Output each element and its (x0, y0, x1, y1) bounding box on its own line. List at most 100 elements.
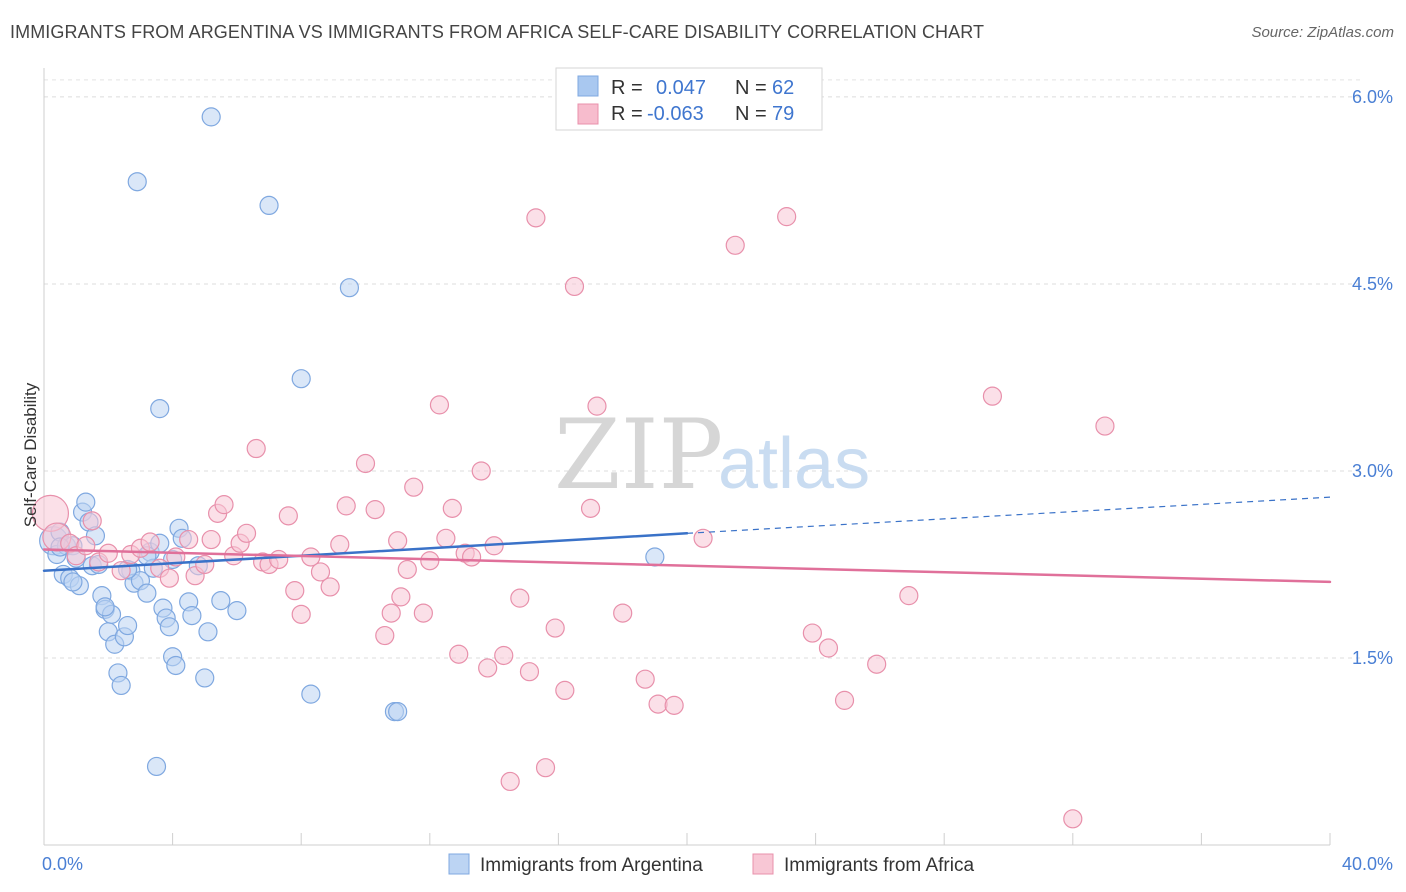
y-axis-label: Self-Care Disability (21, 382, 40, 527)
point-africa-45 (420, 551, 440, 571)
watermark-zip: ZIP (554, 399, 723, 511)
trend-extension-argentina (686, 496, 1331, 534)
point-africa-15 (179, 529, 199, 550)
stats-n-value-argentina: 62 (772, 77, 794, 99)
point-africa-35 (336, 496, 356, 516)
point-argentina-45 (211, 591, 231, 611)
point-africa-4 (76, 536, 96, 556)
point-africa-56 (500, 771, 520, 792)
point-argentina-34 (159, 617, 179, 637)
legend-swatch-africa (752, 853, 774, 875)
trend-line-africa (42, 548, 1332, 584)
point-africa-53 (478, 658, 498, 678)
point-africa-71 (725, 235, 745, 255)
point-africa-48 (442, 498, 462, 518)
point-africa-33 (320, 577, 340, 597)
legend: Immigrants from Argentina Immigrants fro… (448, 853, 974, 876)
chart-title: IMMIGRANTS FROM ARGENTINA VS IMMIGRANTS … (10, 22, 985, 42)
point-africa-43 (404, 477, 424, 497)
point-africa-7 (98, 543, 118, 563)
stats-n-label-africa: N = (735, 103, 767, 125)
point-africa-68 (648, 694, 668, 714)
point-africa-77 (899, 586, 919, 606)
point-argentina-27 (137, 583, 157, 603)
point-africa-18 (201, 529, 221, 550)
point-africa-62 (555, 680, 575, 701)
point-africa-47 (436, 528, 456, 548)
y-tick-label-3: 6.0% (1352, 87, 1393, 107)
legend-label-africa: Immigrants from Africa (784, 855, 974, 876)
watermark: ZIP atlas (554, 399, 870, 511)
stats-box: R = 0.047 N = 62 R = -0.063 N = 79 (555, 67, 823, 131)
point-argentina-46 (227, 601, 247, 621)
stats-r-value-argentina: 0.047 (656, 77, 706, 99)
point-africa-70 (693, 528, 713, 548)
point-africa-49 (449, 644, 469, 664)
point-argentina-50 (339, 278, 360, 298)
stats-swatch-africa (577, 103, 599, 125)
point-africa-72 (777, 207, 797, 227)
point-africa-65 (587, 396, 607, 416)
point-africa-23 (236, 523, 257, 543)
point-argentina-48 (291, 369, 311, 389)
point-africa-76 (867, 654, 887, 674)
point-africa-55 (494, 645, 514, 666)
point-argentina-47 (259, 195, 279, 216)
stats-r-value-africa: -0.063 (647, 103, 704, 125)
point-argentina-20 (111, 675, 131, 696)
y-tick-label-0: 1.5% (1352, 648, 1393, 668)
point-africa-37 (365, 500, 385, 520)
point-argentina-53 (645, 547, 665, 567)
point-africa-46 (429, 395, 450, 415)
watermark-atlas: atlas (718, 424, 870, 504)
point-argentina-57 (95, 597, 115, 617)
y-tick-label-1: 3.0% (1352, 461, 1393, 481)
point-africa-80 (1095, 416, 1115, 436)
x-tick-label-1: 40.0% (1342, 854, 1393, 874)
legend-label-argentina: Immigrants from Argentina (480, 855, 703, 876)
stats-swatch-argentina (577, 75, 599, 97)
point-africa-61 (545, 618, 565, 638)
point-africa-13 (159, 568, 179, 588)
point-africa-34 (330, 534, 350, 555)
point-africa-52 (471, 461, 491, 481)
stats-n-label-argentina: N = (735, 77, 767, 99)
tick-labels: 1.5% 3.0% 4.5% 6.0% 0.0% 40.0% (42, 87, 1393, 874)
point-africa-73 (802, 623, 822, 643)
point-argentina-52 (388, 701, 408, 722)
point-africa-38 (375, 625, 395, 646)
point-africa-79 (1063, 809, 1083, 829)
point-africa-17 (195, 554, 215, 575)
point-argentina-22 (117, 615, 138, 636)
trend-lines (42, 496, 1332, 584)
point-argentina-10 (76, 492, 96, 512)
point-africa-5 (82, 511, 102, 531)
point-africa-41 (391, 587, 411, 607)
point-africa-39 (381, 603, 401, 623)
point-africa-20 (214, 495, 234, 515)
point-africa-42 (397, 559, 417, 580)
point-argentina-40 (182, 605, 202, 626)
point-africa-57 (510, 588, 530, 608)
stats-r-label-argentina: R = (611, 77, 643, 99)
point-argentina-36 (166, 655, 186, 676)
point-africa-66 (613, 603, 633, 623)
point-argentina-49 (301, 684, 321, 704)
point-africa-67 (635, 669, 655, 689)
point-argentina-42 (195, 668, 215, 688)
point-argentina-54 (150, 399, 170, 419)
point-africa-63 (564, 276, 585, 297)
source-credit: Source: ZipAtlas.com (1251, 24, 1394, 41)
point-africa-64 (580, 498, 601, 518)
point-africa-32 (310, 562, 331, 582)
stats-r-label-africa: R = (611, 103, 643, 125)
point-africa-28 (278, 506, 298, 526)
x-tick-label-0: 0.0% (42, 854, 83, 874)
axes (43, 68, 1331, 846)
point-africa-58 (519, 662, 540, 682)
legend-swatch-argentina (448, 853, 470, 875)
point-argentina-25 (127, 172, 147, 192)
point-africa-75 (834, 690, 855, 710)
point-africa-40 (388, 531, 408, 551)
